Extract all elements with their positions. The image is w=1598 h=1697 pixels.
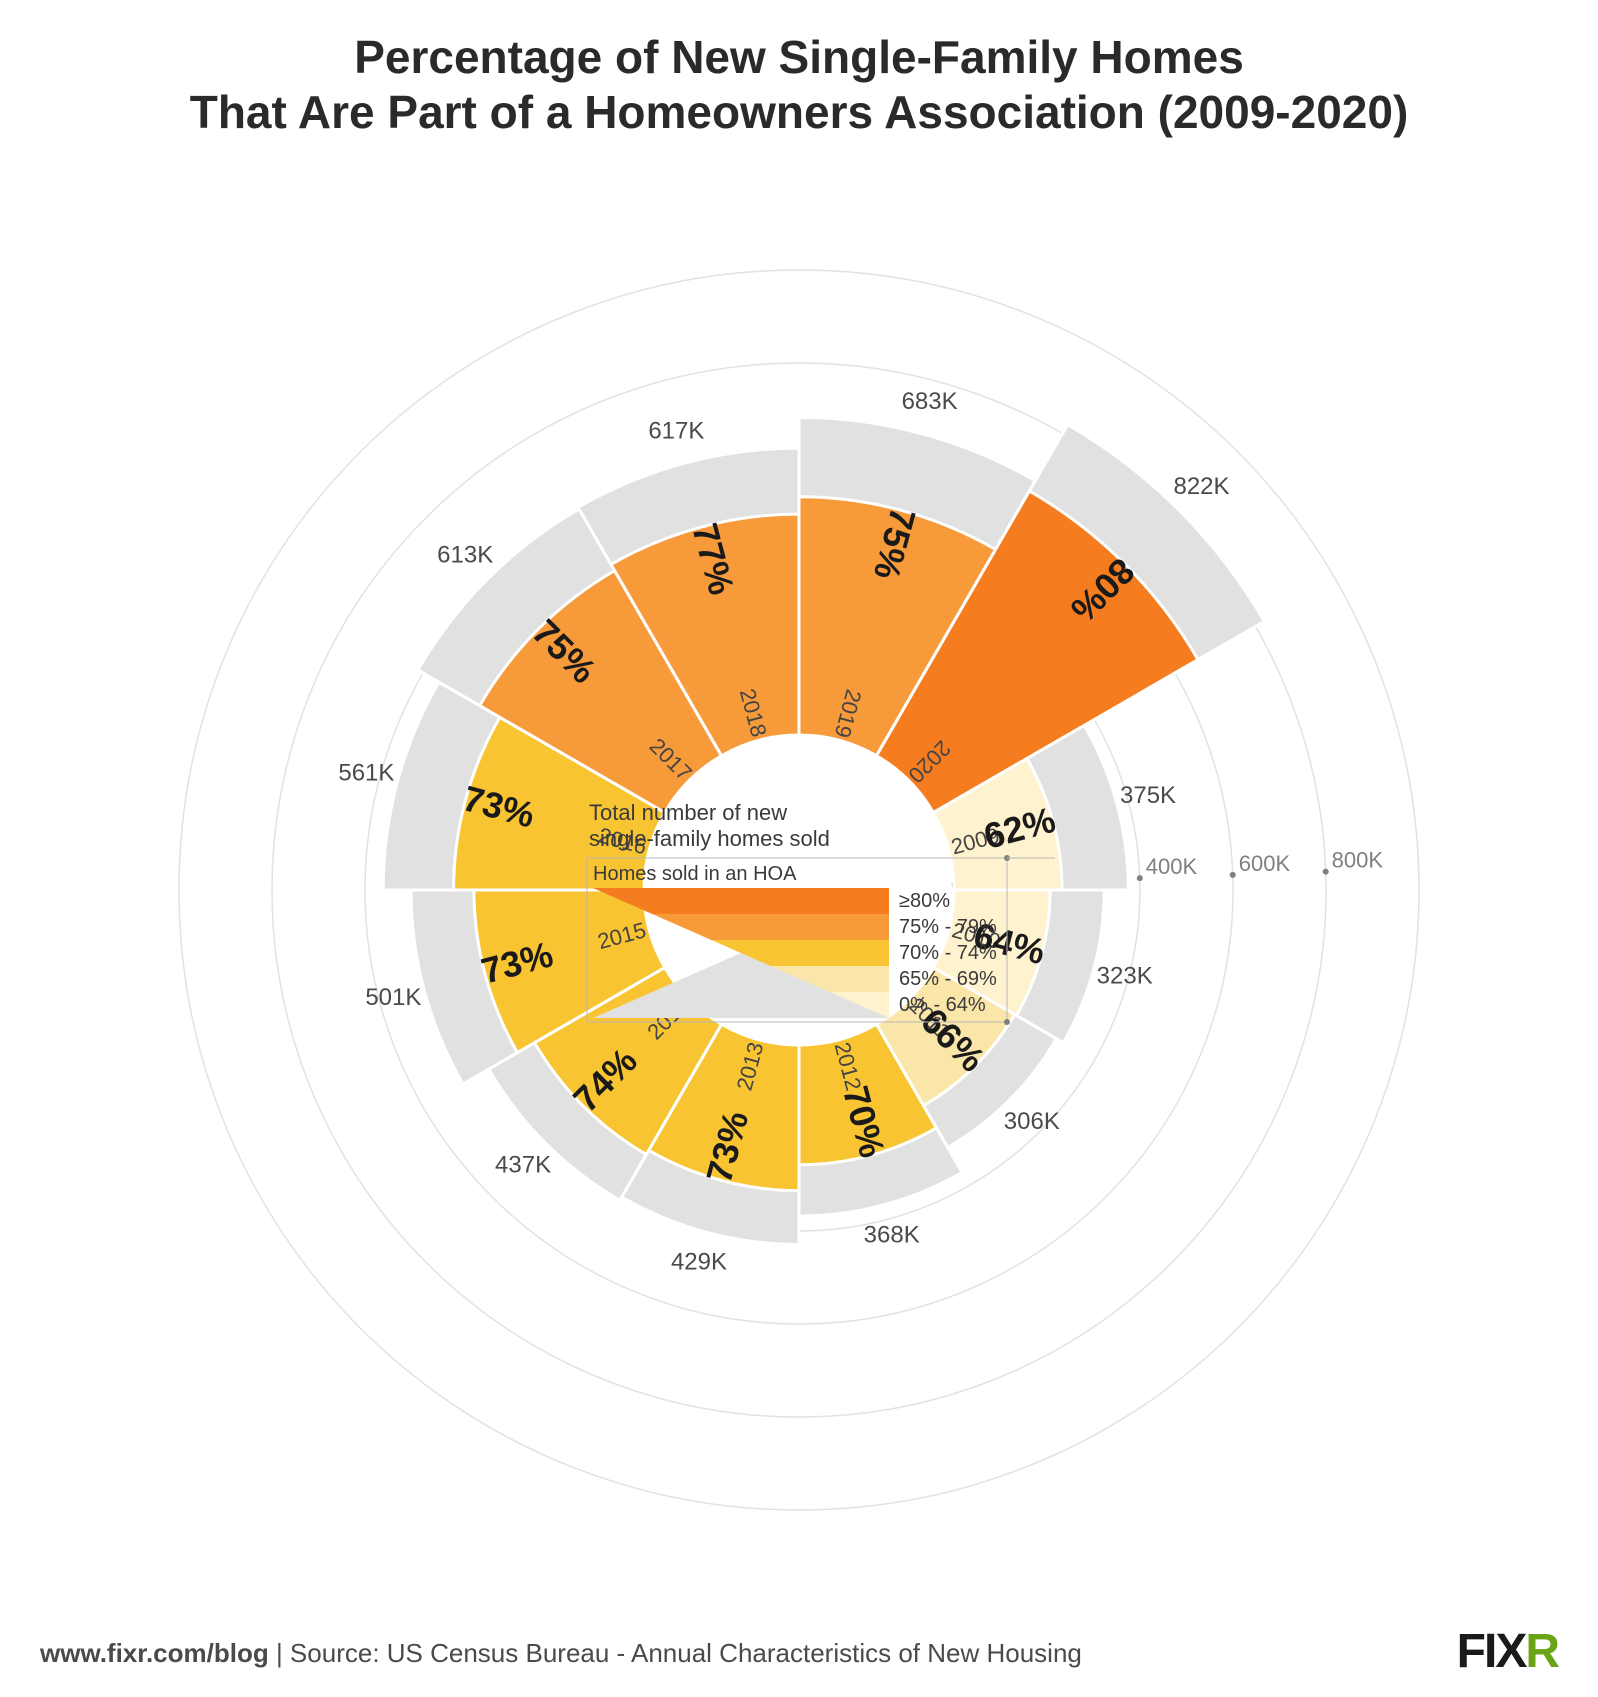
svg-text:70% - 74%: 70% - 74%: [899, 942, 997, 964]
title-line-1: Percentage of New Single-Family Homes: [354, 31, 1244, 83]
svg-text:75% - 79%: 75% - 79%: [899, 916, 997, 938]
svg-text:600K: 600K: [1239, 851, 1291, 876]
svg-text:501K: 501K: [365, 984, 421, 1011]
chart-title: Percentage of New Single-Family Homes Th…: [20, 30, 1578, 140]
svg-text:429K: 429K: [671, 1249, 727, 1276]
footer-site: www.fixr.com/blog: [40, 1638, 269, 1668]
chart-container: 0200K400K600K800K200962%375K201064%323K2…: [0, 170, 1598, 1590]
svg-text:Total number of new: Total number of new: [589, 800, 787, 825]
footer-text: | Source: US Census Bureau - Annual Char…: [269, 1638, 1082, 1668]
svg-text:Homes sold in an HOA: Homes sold in an HOA: [593, 863, 797, 885]
svg-text:≥80%: ≥80%: [899, 890, 950, 912]
svg-text:613K: 613K: [437, 542, 493, 569]
logo-accent: R: [1525, 1625, 1558, 1678]
svg-text:375K: 375K: [1120, 782, 1176, 809]
svg-text:368K: 368K: [864, 1221, 920, 1248]
svg-text:561K: 561K: [338, 759, 394, 786]
footer-source: www.fixr.com/blog | Source: US Census Bu…: [40, 1638, 1082, 1669]
hoa-polar-chart: 0200K400K600K800K200962%375K201064%323K2…: [19, 170, 1579, 1590]
svg-text:683K: 683K: [902, 388, 958, 415]
svg-text:single-family homes sold: single-family homes sold: [589, 826, 830, 851]
title-line-2: That Are Part of a Homeowners Associatio…: [190, 86, 1409, 138]
svg-text:437K: 437K: [495, 1151, 551, 1178]
svg-text:617K: 617K: [648, 418, 704, 445]
svg-text:65% - 69%: 65% - 69%: [899, 968, 997, 990]
fixr-logo: FIXR: [1457, 1624, 1558, 1679]
svg-text:822K: 822K: [1173, 473, 1229, 500]
svg-text:323K: 323K: [1097, 963, 1153, 990]
svg-text:306K: 306K: [1004, 1108, 1060, 1135]
svg-text:0% - 64%: 0% - 64%: [899, 994, 986, 1016]
logo-main: FIX: [1457, 1625, 1526, 1678]
svg-text:400K: 400K: [1146, 854, 1198, 879]
svg-text:800K: 800K: [1332, 848, 1384, 873]
